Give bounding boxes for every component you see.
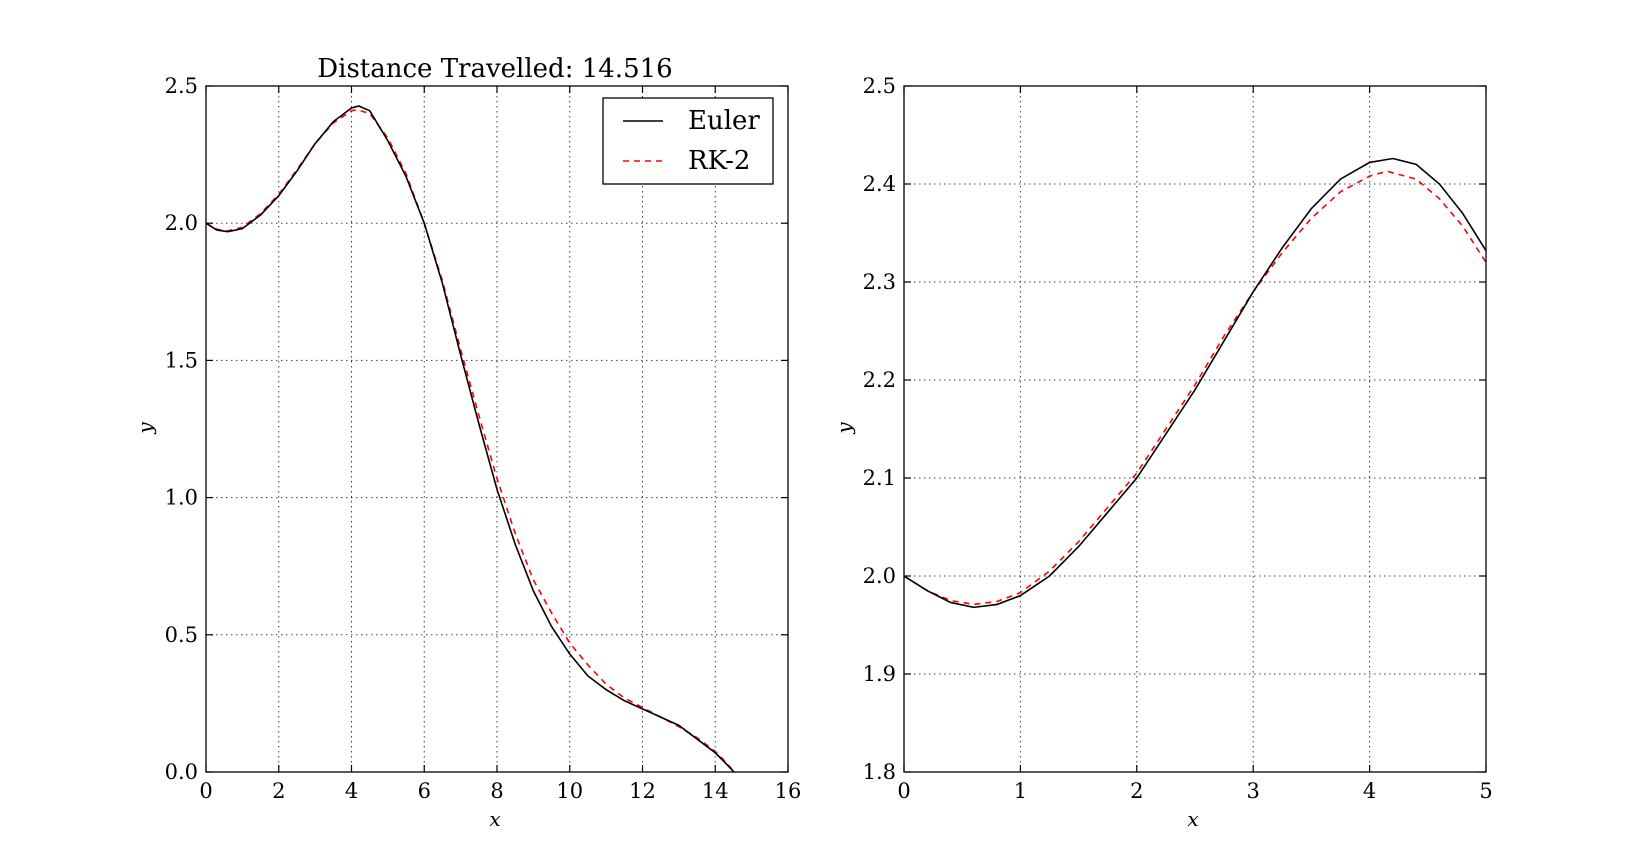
y-tick-label: 2.0 bbox=[863, 564, 896, 588]
axes-frame bbox=[205, 85, 789, 773]
left-plot-area: 0 2 4 6 8 10 12 14 16 0.0 0.5 1.0 1.5 2.0 2.5 bbox=[165, 74, 802, 803]
y-tick-label: 2.5 bbox=[165, 74, 198, 98]
series-line-euler bbox=[206, 105, 735, 772]
x-tick-label: 4 bbox=[1363, 779, 1376, 803]
axes-frame bbox=[903, 85, 1487, 773]
legend-label-euler: Euler bbox=[688, 106, 760, 136]
x-tick-label: 4 bbox=[345, 779, 358, 803]
legend-label-rk2: RK-2 bbox=[688, 146, 750, 176]
y-tick-label: 2.1 bbox=[863, 466, 896, 490]
y-tick-label: 2.4 bbox=[863, 172, 896, 196]
chart-title: Distance Travelled: 14.516 bbox=[317, 54, 672, 84]
y-tick-label: 1.5 bbox=[165, 348, 198, 372]
legend: Euler RK-2 bbox=[602, 97, 774, 185]
x-axis-label: x bbox=[489, 807, 500, 831]
x-tick-label: 0 bbox=[897, 779, 910, 803]
right-plot-area: 0 1 2 3 4 5 1.8 1.9 2.0 2.1 2.2 2.3 2.4 2.5 bbox=[863, 74, 1493, 803]
x-tick-label: 0 bbox=[199, 779, 212, 803]
x-tick-label: 1 bbox=[1014, 779, 1027, 803]
x-tick-label: 5 bbox=[1479, 779, 1492, 803]
right-chart: x y 0 1 2 3 4 5 1.8 1.9 2.0 2.1 2.2 2.3 2.4 2.5 bbox=[832, 74, 1493, 831]
y-tick-label: 1.0 bbox=[165, 486, 198, 510]
y-tick-label: 1.8 bbox=[863, 760, 896, 784]
series-line-euler bbox=[904, 157, 1486, 609]
x-tick-label: 3 bbox=[1247, 779, 1260, 803]
series-line-rk2 bbox=[206, 109, 735, 772]
y-tick-label: 1.9 bbox=[863, 662, 896, 686]
left-chart: Distance Travelled: 14.516 x y 0 2 4 6 8 10 12… bbox=[133, 54, 801, 831]
x-tick-label: 16 bbox=[775, 779, 802, 803]
y-tick-label: 2.3 bbox=[863, 270, 896, 294]
y-tick-label: 0.0 bbox=[165, 760, 198, 784]
x-tick-label: 14 bbox=[702, 779, 729, 803]
y-tick-label: 2.0 bbox=[165, 211, 198, 235]
x-tick-label: 12 bbox=[629, 779, 656, 803]
legend-box bbox=[602, 97, 774, 185]
y-axis-label: y bbox=[832, 422, 856, 435]
y-tick-label: 2.2 bbox=[863, 368, 896, 392]
y-tick-label: 2.5 bbox=[863, 74, 896, 98]
x-axis-label: x bbox=[1187, 807, 1198, 831]
x-tick-label: 2 bbox=[1130, 779, 1143, 803]
x-tick-label: 6 bbox=[418, 779, 431, 803]
y-tick-label: 0.5 bbox=[165, 623, 198, 647]
x-tick-label: 10 bbox=[556, 779, 583, 803]
y-axis-label: y bbox=[133, 422, 157, 435]
x-tick-label: 2 bbox=[272, 779, 285, 803]
x-tick-label: 8 bbox=[490, 779, 503, 803]
series-line-rk2 bbox=[904, 170, 1486, 606]
